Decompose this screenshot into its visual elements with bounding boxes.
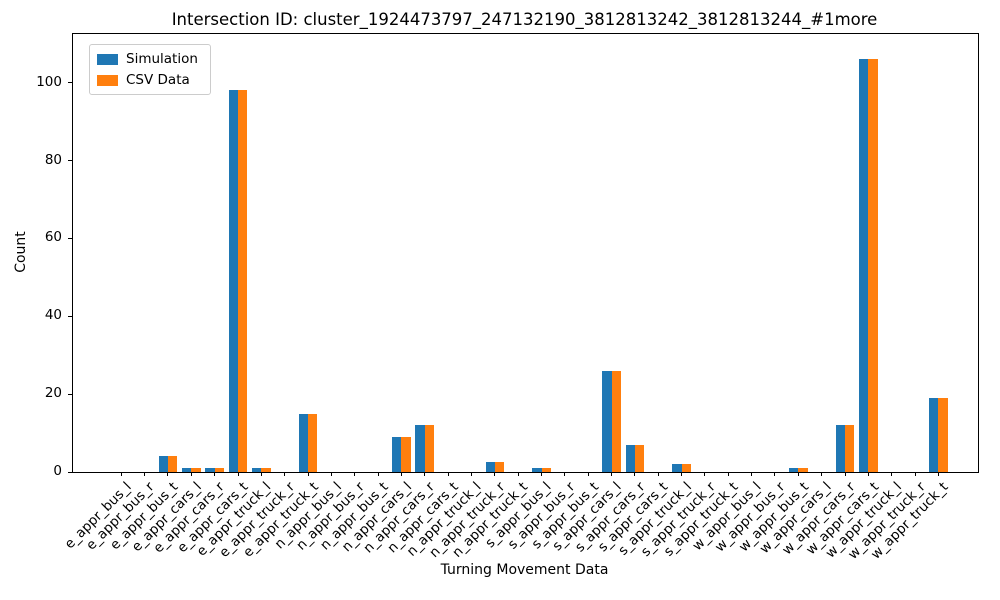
y-tick-mark (68, 315, 72, 317)
x-tick-mark (517, 472, 519, 476)
bar-e_appr_truck_t-csv (308, 413, 318, 472)
bar-n_appr_truck_r-csv (494, 462, 505, 472)
x-tick-mark (447, 472, 449, 476)
csv-data-color-swatch (97, 74, 118, 86)
x-tick-mark (657, 472, 659, 476)
bar-n_appr_truck_r-simulation (485, 462, 495, 472)
bar-e_appr_truck_l-simulation (252, 468, 262, 472)
y-tick-mark (68, 82, 72, 84)
y-tick-mark (68, 471, 72, 473)
x-tick-mark (424, 472, 426, 476)
y-tick-mark (68, 393, 72, 395)
x-tick-mark (354, 472, 356, 476)
bar-e_appr_truck_t-simulation (298, 413, 309, 472)
bar-w_appr_bus_t-simulation (789, 468, 799, 472)
bar-e_appr_cars_l-csv (191, 468, 201, 472)
x-tick-mark (307, 472, 309, 476)
x-tick-mark (214, 472, 216, 476)
y-tick-label: 20 (44, 385, 62, 402)
bar-w_appr_cars_r-csv (845, 425, 855, 472)
x-tick-mark (587, 472, 589, 476)
x-tick-mark (821, 472, 823, 476)
bar-w_appr_cars_r-simulation (835, 425, 846, 472)
x-tick-mark (634, 472, 636, 476)
x-tick-mark (377, 472, 379, 476)
bar-e_appr_bus_t-csv (167, 456, 178, 472)
y-tick-label: 40 (44, 307, 62, 324)
x-tick-mark (914, 472, 916, 476)
bar-w_appr_truck_t-simulation (929, 398, 939, 472)
x-tick-mark (260, 472, 262, 476)
x-tick-mark (167, 472, 169, 476)
x-tick-mark (237, 472, 239, 476)
x-tick-mark (284, 472, 286, 476)
x-tick-mark (727, 472, 729, 476)
bar-s_appr_cars_r-csv (634, 444, 645, 472)
bar-e_appr_cars_r-simulation (205, 468, 215, 472)
bar-n_appr_cars_r-simulation (415, 425, 425, 472)
x-tick-mark (144, 472, 146, 476)
y-tick-label: 80 (44, 151, 62, 168)
legend: Simulation CSV Data (89, 44, 211, 95)
x-tick-mark (751, 472, 753, 476)
bar-s_appr_truck_l-csv (681, 464, 691, 472)
legend-label: Simulation (126, 51, 198, 67)
x-tick-mark (400, 472, 402, 476)
bar-e_appr_cars_t-csv (238, 90, 248, 472)
bar-s_appr_bus_l-simulation (532, 468, 542, 472)
plot-area (68, 33, 979, 476)
chart-title: Intersection ID: cluster_1924473797_2471… (171, 10, 878, 29)
bar-n_appr_cars_l-simulation (392, 436, 402, 472)
bar-s_appr_cars_l-simulation (602, 370, 612, 472)
bar-e_appr_bus_t-simulation (158, 456, 168, 472)
x-tick-mark (774, 472, 776, 476)
x-tick-mark (844, 472, 846, 476)
bar-e_appr_cars_l-simulation (182, 468, 192, 472)
x-tick-mark (867, 472, 869, 476)
bar-e_appr_truck_l-csv (261, 468, 271, 472)
x-tick-mark (470, 472, 472, 476)
bar-s_appr_cars_r-simulation (625, 444, 635, 472)
x-tick-mark (494, 472, 496, 476)
x-tick-mark (541, 472, 543, 476)
bar-s_appr_bus_l-csv (541, 468, 551, 472)
y-tick-mark (68, 160, 72, 162)
bar-n_appr_cars_l-csv (401, 436, 411, 472)
bar-n_appr_cars_r-csv (424, 425, 435, 472)
x-tick-mark (190, 472, 192, 476)
y-tick-label: 0 (53, 463, 62, 479)
bar-w_appr_bus_t-csv (798, 468, 808, 472)
simulation-color-swatch (97, 53, 118, 65)
bar-e_appr_cars_t-simulation (228, 90, 239, 472)
legend-entry-simulation: Simulation (97, 52, 198, 66)
y-tick-label: 60 (44, 229, 62, 246)
x-tick-mark (797, 472, 799, 476)
bar-w_appr_truck_t-csv (938, 398, 948, 472)
bar-w_appr_cars_t-simulation (859, 59, 869, 472)
y-tick-label: 100 (36, 73, 62, 90)
x-tick-mark (330, 472, 332, 476)
legend-entry-csv-data: CSV Data (97, 73, 198, 87)
y-tick-mark (68, 237, 72, 239)
x-tick-mark (937, 472, 939, 476)
bar-w_appr_cars_t-csv (868, 59, 878, 472)
x-axis-label: Turning Movement Data (440, 562, 609, 578)
x-tick-mark (704, 472, 706, 476)
x-tick-mark (891, 472, 893, 476)
x-tick-mark (681, 472, 683, 476)
bar-e_appr_cars_r-csv (214, 468, 224, 472)
x-tick-mark (564, 472, 566, 476)
bar-s_appr_cars_l-csv (611, 370, 621, 472)
x-tick-mark (611, 472, 613, 476)
legend-label: CSV Data (126, 72, 190, 88)
x-tick-mark (120, 472, 122, 476)
bar-s_appr_truck_l-simulation (672, 464, 682, 472)
